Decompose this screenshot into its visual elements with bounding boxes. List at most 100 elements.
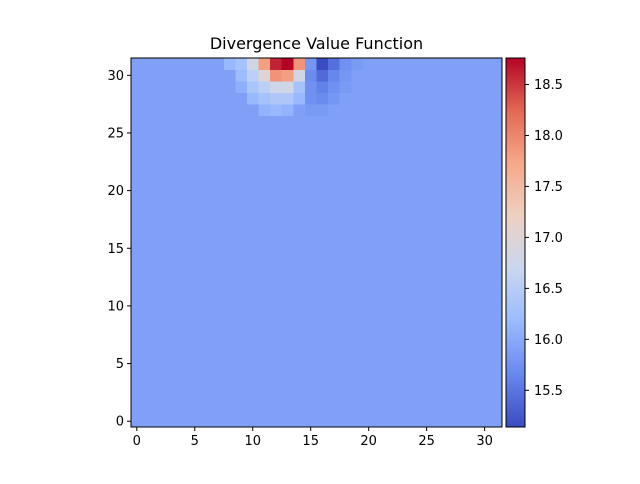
heatmap-cell [212,265,225,278]
heatmap-cell [432,380,445,393]
heatmap-cell [131,300,143,313]
heatmap-cell [246,380,259,393]
colorbar-tick-label: 17.5 [534,180,563,195]
heatmap-cell [165,230,178,243]
heatmap-cell [490,357,503,370]
heatmap-cell [362,230,375,243]
heatmap-cell [339,323,352,336]
heatmap-cell [200,369,213,382]
heatmap-cell [293,173,306,186]
heatmap-cell [467,311,480,324]
heatmap-cell [351,196,364,209]
heatmap-cell [246,403,259,416]
heatmap-cell [351,219,364,232]
heatmap-cell [212,334,225,347]
heatmap-cell [409,254,422,266]
heatmap-cell [362,392,375,405]
heatmap-cell [165,92,178,105]
heatmap-cell [432,288,445,301]
heatmap-cell [165,104,178,117]
heatmap-cell [246,369,259,382]
heatmap-cell [351,242,364,255]
heatmap-cell [432,207,445,220]
heatmap-cell [420,277,433,290]
y-tick-label: 15 [107,242,124,257]
heatmap-cell [444,380,457,393]
heatmap-cell [420,196,433,209]
heatmap-cell [212,150,225,163]
heatmap-cell [270,300,283,313]
heatmap-cell [409,380,422,393]
heatmap-cell [188,357,201,370]
heatmap-cell [490,392,503,405]
heatmap-cell [316,219,329,232]
heatmap-cell [270,392,283,405]
heatmap-cell [351,380,364,393]
heatmap-cell [165,127,178,140]
heatmap-cell [467,323,480,336]
heatmap-cell [304,58,317,70]
heatmap-cell [455,81,468,93]
heatmap-cell [142,369,155,382]
heatmap-cell [374,104,387,117]
heatmap-cell [467,58,480,70]
heatmap-cell [362,58,375,70]
heatmap-cell [432,127,445,140]
heatmap-cell [293,58,306,70]
heatmap-cell [420,415,433,428]
heatmap-cell [409,92,422,105]
heatmap-cell [328,380,341,393]
heatmap-cell [455,161,468,174]
heatmap-cell [223,207,236,220]
heatmap-cell [177,81,190,93]
heatmap-cell [293,392,306,405]
heatmap-cell [154,69,167,82]
heatmap-cell [374,81,387,93]
heatmap-cell [246,254,259,266]
heatmap-cell [154,207,167,220]
heatmap-cell [235,161,248,174]
heatmap-cell [420,323,433,336]
heatmap-cell [223,219,236,232]
heatmap-cell [212,415,225,428]
heatmap-cell [374,196,387,209]
heatmap-cell [235,58,248,70]
heatmap-cell [351,104,364,117]
heatmap-cell [490,254,503,266]
heatmap-cell [432,173,445,186]
heatmap-cell [281,392,294,405]
heatmap-cell [328,288,341,301]
heatmap-cell [200,311,213,324]
heatmap-cell [304,346,317,359]
heatmap-cell [420,207,433,220]
heatmap-cell [177,254,190,266]
heatmap-cell [131,403,143,416]
heatmap-cell [397,334,410,347]
heatmap-cell [420,300,433,313]
heatmap-cell [386,150,399,163]
heatmap-cell [281,288,294,301]
heatmap-cell [142,207,155,220]
heatmap-cell [293,115,306,128]
heatmap-cell [444,138,457,151]
heatmap-cell [455,300,468,313]
heatmap-cell [386,415,399,428]
heatmap-cell [397,357,410,370]
heatmap-cell [409,265,422,278]
heatmap-cell [270,403,283,416]
heatmap-cell [246,161,259,174]
heatmap-cell [339,81,352,93]
heatmap-cell [328,184,341,197]
heatmap-cell [142,334,155,347]
heatmap-cell [467,104,480,117]
heatmap-cell [432,242,445,255]
heatmap-cell [362,161,375,174]
heatmap-cell [386,334,399,347]
heatmap-cell [467,161,480,174]
heatmap-cell [386,392,399,405]
heatmap-cell [293,138,306,151]
heatmap-cell [409,207,422,220]
heatmap-cell [455,311,468,324]
heatmap-cell [351,265,364,278]
heatmap-cell [409,403,422,416]
